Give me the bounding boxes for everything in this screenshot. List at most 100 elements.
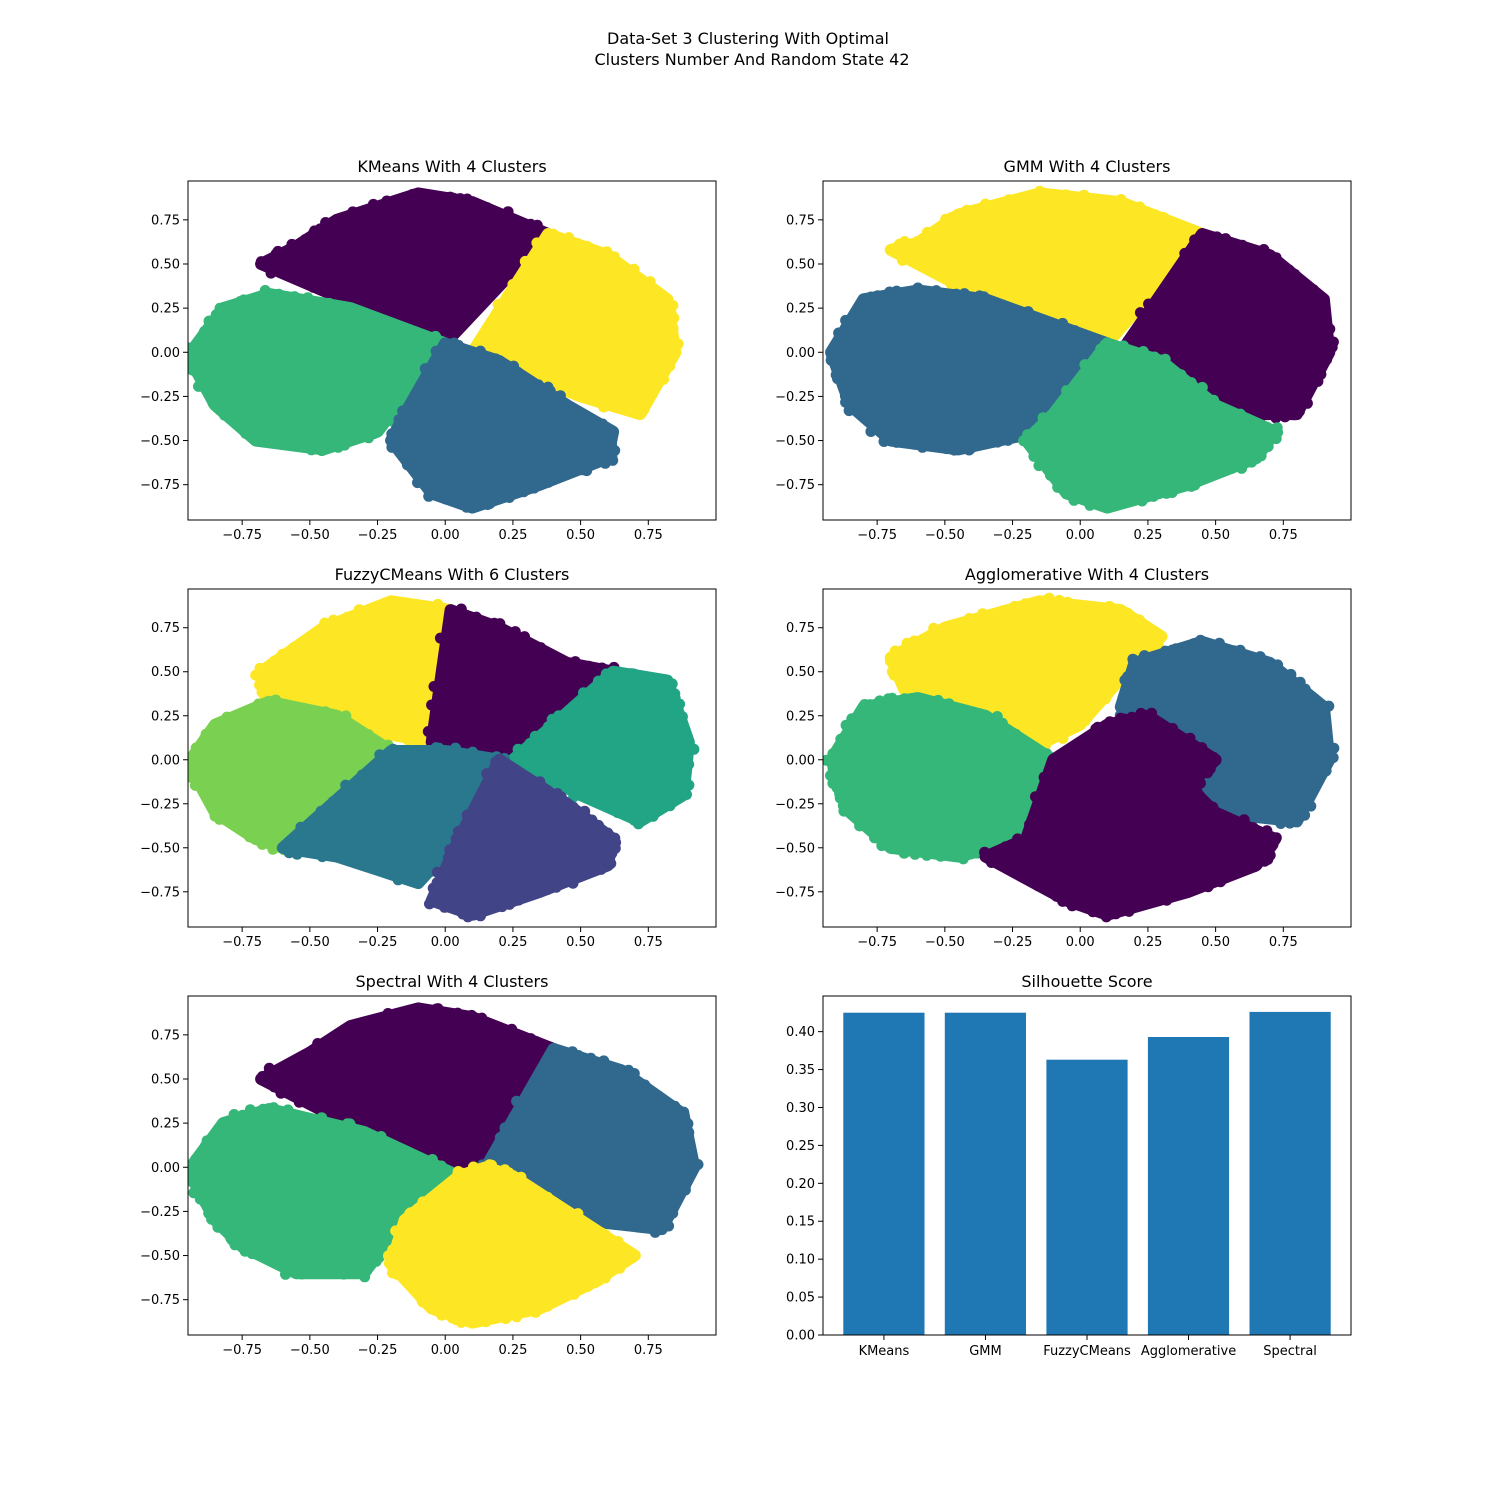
data-point	[220, 1119, 232, 1131]
data-point	[1143, 298, 1154, 310]
data-point	[328, 614, 339, 626]
cluster-bottom	[383, 1159, 641, 1329]
data-point	[431, 866, 443, 878]
data-point	[244, 1104, 256, 1116]
data-point	[562, 466, 574, 478]
y-tick-label: 0.75	[151, 1028, 180, 1043]
bar-panel: KMeans GMM FuzzyCMeans Agglomerative Spectra…	[786, 972, 1352, 1359]
data-point	[444, 844, 456, 856]
data-point	[483, 783, 495, 795]
data-point	[1033, 460, 1045, 472]
data-point	[260, 431, 272, 443]
data-point	[1062, 749, 1074, 761]
data-point	[1262, 428, 1274, 440]
data-point	[677, 740, 689, 752]
data-point	[243, 705, 255, 717]
data-point	[385, 866, 397, 878]
data-point	[333, 213, 345, 225]
data-point	[319, 617, 331, 629]
data-point	[324, 1118, 336, 1130]
data-point	[1301, 397, 1313, 409]
data-point	[1041, 594, 1053, 606]
data-point	[387, 1267, 398, 1279]
data-point	[663, 1220, 675, 1232]
data-point	[1179, 247, 1191, 259]
data-point	[1028, 747, 1040, 759]
x-tick-label: −0.50	[290, 1343, 330, 1358]
data-point	[589, 1057, 601, 1069]
data-point	[422, 376, 434, 388]
data-point	[1230, 410, 1242, 422]
data-point	[641, 384, 653, 396]
data-point	[519, 255, 531, 267]
data-point	[1194, 767, 1206, 779]
data-point	[878, 436, 890, 447]
data-point	[688, 743, 700, 755]
data-point	[208, 724, 220, 736]
cluster-bottom	[979, 707, 1282, 923]
data-point	[1237, 243, 1249, 255]
data-point	[977, 608, 989, 620]
data-point	[188, 1175, 197, 1187]
data-point	[551, 774, 563, 786]
data-point	[580, 688, 592, 700]
data-point	[1224, 867, 1236, 879]
data-point	[292, 271, 304, 283]
data-point	[1122, 496, 1134, 508]
data-point	[266, 833, 278, 845]
data-point	[1315, 730, 1327, 742]
data-point	[1247, 822, 1259, 834]
x-tick-label: Spectral	[1263, 1344, 1317, 1359]
data-point	[1038, 415, 1050, 427]
data-point	[918, 256, 930, 268]
y-tick-label: 0.25	[151, 302, 180, 317]
data-point	[1050, 406, 1062, 418]
x-tick-label: −0.25	[993, 935, 1033, 950]
data-point	[683, 779, 695, 791]
data-point	[1057, 732, 1069, 744]
data-point	[1131, 328, 1143, 340]
x-tick-label: 0.00	[431, 528, 460, 543]
data-point	[941, 443, 952, 455]
data-point	[1270, 412, 1282, 424]
data-point	[419, 749, 431, 761]
x-tick-label: −0.75	[222, 528, 262, 543]
data-point	[474, 345, 486, 357]
cluster-bottom	[385, 337, 621, 514]
cluster-layer	[188, 187, 684, 514]
data-point	[522, 771, 533, 783]
data-point	[509, 626, 521, 638]
data-point	[835, 363, 847, 375]
data-point	[1303, 784, 1315, 796]
data-point	[327, 796, 339, 808]
data-point	[1175, 369, 1187, 381]
cluster-layer	[823, 592, 1340, 923]
data-point	[1093, 497, 1105, 509]
data-point	[915, 284, 926, 296]
data-point	[1072, 738, 1084, 750]
data-point	[548, 395, 560, 407]
data-point	[461, 809, 473, 821]
data-point	[357, 1018, 368, 1030]
data-point	[244, 831, 256, 843]
data-point	[626, 1219, 638, 1231]
data-point	[992, 436, 1004, 448]
data-point	[1088, 335, 1100, 347]
data-point	[447, 1175, 459, 1186]
data-point	[410, 602, 422, 614]
data-point	[256, 1071, 268, 1082]
data-point	[683, 1164, 695, 1176]
data-point	[840, 314, 852, 326]
data-point	[426, 699, 438, 711]
x-tick-label: 0.25	[498, 935, 527, 950]
y-tick-label: 0.10	[786, 1253, 815, 1268]
x-tick-label: 0.00	[1066, 528, 1095, 543]
data-point	[228, 410, 240, 422]
data-point	[206, 1201, 218, 1213]
data-point	[1032, 880, 1044, 892]
scatter-panel: Agglomerative With 4 Clusters −0.75 −0.50 −…	[775, 565, 1352, 950]
data-point	[317, 283, 329, 295]
scatter-panel: FuzzyCMeans With 6 Clusters −0.75 −0.50 −0.…	[140, 565, 717, 950]
data-point	[1250, 418, 1262, 430]
